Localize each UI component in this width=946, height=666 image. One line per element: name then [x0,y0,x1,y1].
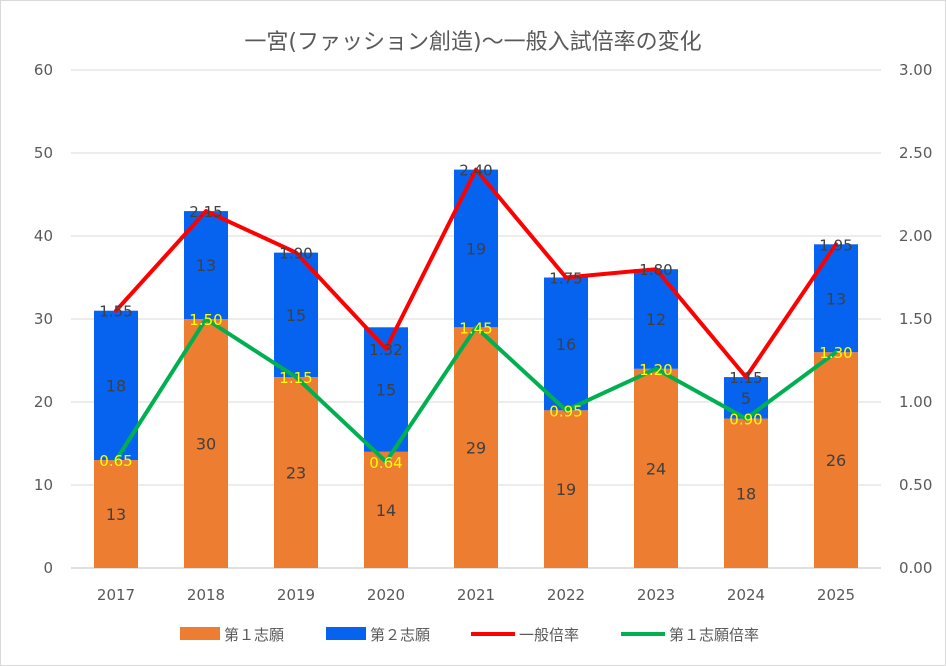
legend-label: 一般倍率 [519,626,579,644]
right-tick-label: 1.50 [899,310,932,328]
right-tick-label: 3.00 [899,61,932,79]
x-tick-label: 2022 [547,586,585,604]
line-general-ratio [114,167,838,380]
chart-title: 一宮(ファッション創造)〜一般入試倍率の変化 [244,30,701,55]
bar-second-choice [814,244,858,353]
data-label-general-ratio: 2.15 [189,203,222,221]
left-tick-label: 20 [34,393,53,411]
legend: 第１志願 第２志願 一般倍率 第１志願倍率 [180,626,759,644]
bar-label-first-choice: 13 [106,505,126,524]
data-label-first-choice-ratio: 1.20 [639,361,672,379]
right-tick-label: 0.00 [899,559,932,577]
legend-label: 第２志願 [370,626,430,644]
x-tick-label: 2021 [457,586,495,604]
bar-first-choice [454,327,498,568]
x-tick-label: 2025 [817,586,855,604]
legend-item-second-choice: 第２志願 [326,626,430,644]
bar-label-second-choice: 13 [826,289,846,308]
legend-label: 第１志願倍率 [669,626,759,644]
data-label-general-ratio: 2.40 [459,162,492,180]
bar-first-choice [724,418,768,568]
right-tick-label: 1.00 [899,393,932,411]
left-tick-label: 40 [34,227,53,245]
data-label-first-choice-ratio: 0.65 [99,452,132,470]
x-axis: 2017 2018 2019 2020 2021 2022 2023 2024 2025 [97,586,855,604]
bar-label-second-choice: 13 [196,256,216,275]
bar-first-choice [634,368,678,568]
data-label-general-ratio: 1.80 [639,261,672,279]
data-label-general-ratio: 1.95 [819,236,852,254]
data-label-general-ratio: 1.55 [99,303,132,321]
legend-item-first-choice-ratio: 第１志願倍率 [621,626,759,644]
x-tick-label: 2017 [97,586,135,604]
data-label-general-ratio: 1.15 [729,369,762,387]
legend-swatch [180,627,220,640]
bar-first-choice [364,451,408,568]
left-tick-label: 0 [43,559,53,577]
bar-label-second-choice: 15 [376,381,396,400]
data-label-first-choice-ratio: 1.50 [189,311,222,329]
data-label-general-ratio: 1.75 [549,270,582,288]
bar-label-layer: 13 18 30 13 23 15 14 15 29 19 19 16 24 12 18 5 26 13 [106,239,846,524]
x-tick-label: 2024 [727,586,765,604]
legend-item-general-ratio: 一般倍率 [471,626,579,644]
bar-first-choice [814,352,858,568]
left-tick-label: 30 [34,310,53,328]
right-tick-label: 2.00 [899,227,932,245]
right-tick-label: 2.50 [899,144,932,162]
bar-label-second-choice: 15 [286,306,306,325]
data-label-first-choice-ratio: 1.45 [459,319,492,337]
bar-label-second-choice: 18 [106,376,126,395]
data-label-first-choice-ratio: 0.90 [729,411,762,429]
data-label-general-ratio: 1.90 [279,245,312,263]
bar-label-first-choice: 14 [376,501,396,520]
bar-label-first-choice: 23 [286,464,306,483]
left-tick-label: 50 [34,144,53,162]
x-tick-label: 2023 [637,586,675,604]
left-tick-label: 10 [34,476,53,494]
bar-first-choice [544,410,588,568]
data-label-first-choice-ratio: 0.95 [549,402,582,420]
bar-second-choice [274,252,318,378]
line-layer [114,167,838,464]
data-label-first-choice-ratio: 1.30 [819,344,852,362]
bar-first-choice [274,377,318,568]
data-label-general-ratio: 1.32 [369,341,402,359]
bar-label-first-choice: 30 [196,435,216,454]
left-tick-label: 60 [34,61,53,79]
bar-label-second-choice: 19 [466,239,486,258]
line-first-choice-ratio [114,317,838,464]
x-tick-label: 2018 [187,586,225,604]
bar-label-first-choice: 29 [466,439,486,458]
legend-item-first-choice: 第１志願 [180,626,284,644]
bar-first-choice [94,460,138,568]
bar-label-second-choice: 16 [556,335,576,354]
right-axis: 0.00 0.50 1.00 1.50 2.00 2.50 3.00 [899,61,932,577]
data-label-first-choice-ratio: 1.15 [279,369,312,387]
data-label-first-choice-ratio: 0.64 [369,454,402,472]
left-axis: 0 10 20 30 40 50 60 [34,61,53,577]
bar-label-second-choice: 12 [646,310,666,329]
bar-second-choice [544,277,588,411]
bar-first-choice [184,319,228,568]
bar-label-first-choice: 19 [556,480,576,499]
x-tick-label: 2019 [277,586,315,604]
right-tick-label: 0.50 [899,476,932,494]
bar-label-first-choice: 24 [646,459,666,478]
bar-label-first-choice: 26 [826,451,846,470]
bar-label-second-choice: 5 [741,389,751,408]
bar-layer [94,169,858,568]
x-tick-label: 2020 [367,586,405,604]
bar-label-first-choice: 18 [736,484,756,503]
line-label-layer: 1.55 2.15 1.90 1.32 2.40 1.75 1.80 1.15 1.95 0.65… [99,162,852,472]
legend-label: 第１志願 [224,626,284,644]
legend-swatch [326,627,366,640]
